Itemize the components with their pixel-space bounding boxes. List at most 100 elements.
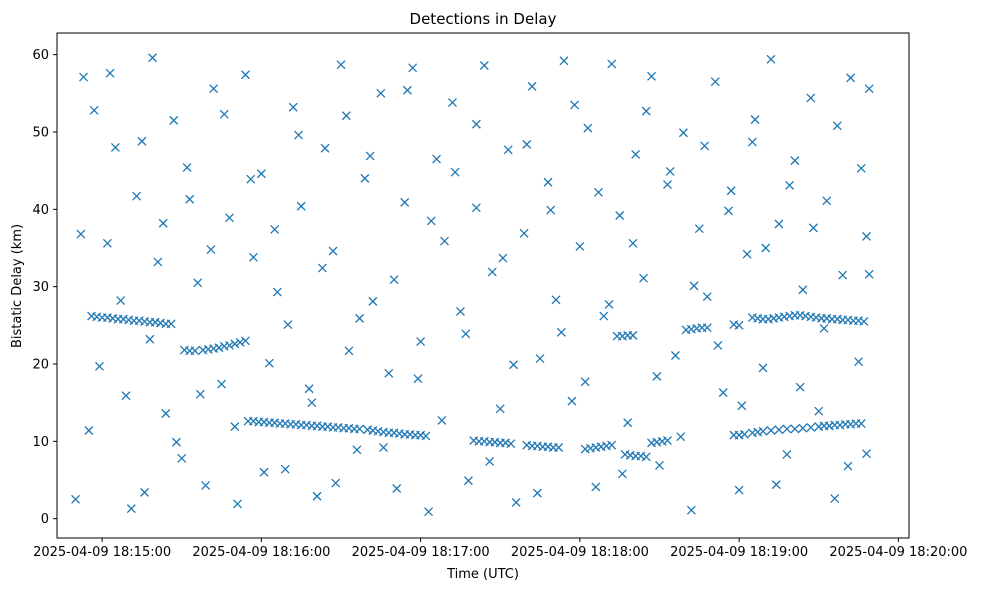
data-point [432, 154, 442, 164]
data-point [724, 206, 733, 216]
data-point [670, 351, 680, 360]
data-point [233, 499, 242, 509]
data-point [450, 167, 460, 177]
data-point [511, 497, 521, 507]
data-point [639, 273, 649, 283]
data-point [790, 156, 800, 166]
data-point [774, 425, 784, 435]
data-point [806, 93, 816, 103]
data-point [737, 401, 747, 411]
data-point [158, 218, 168, 228]
data-point [782, 424, 792, 434]
data-point [240, 70, 250, 80]
plot-area-frame [56, 32, 910, 539]
data-point [360, 173, 370, 183]
data-point [543, 177, 553, 187]
data-point [389, 275, 399, 285]
data-point [95, 361, 104, 371]
data-point [838, 270, 848, 280]
data-point [686, 505, 696, 515]
data-point [641, 106, 651, 116]
data-point [463, 476, 473, 486]
data-point [798, 285, 808, 295]
data-point [747, 137, 757, 147]
data-point [121, 391, 131, 401]
data-point [384, 368, 394, 378]
data-point [689, 281, 699, 291]
data-point [84, 426, 94, 435]
data-point [272, 287, 282, 297]
data-point [320, 143, 330, 153]
data-point [256, 169, 266, 179]
data-point [522, 139, 532, 149]
data-point [246, 174, 256, 184]
data-point [774, 219, 784, 229]
data-point [455, 306, 465, 316]
data-point [288, 102, 298, 112]
chart-title: Detections in Delay [410, 10, 557, 28]
data-point [71, 494, 81, 504]
y-tick-label: 50 [32, 125, 49, 140]
x-tick-label: 2025-04-09 18:19:00 [670, 545, 808, 560]
data-point [140, 487, 150, 497]
data-point [209, 84, 219, 94]
data-point [795, 382, 805, 392]
data-point [785, 180, 795, 190]
data-point [631, 149, 641, 159]
data-point [485, 456, 495, 466]
data-point [710, 77, 720, 87]
data-point [862, 231, 871, 241]
data-point [663, 180, 672, 190]
data-point [503, 145, 513, 155]
data-point [400, 197, 410, 207]
data-point [615, 211, 625, 220]
data-point [365, 151, 375, 161]
data-point [413, 374, 423, 384]
data-point [758, 426, 768, 436]
data-point [402, 85, 412, 95]
data-point [352, 445, 362, 455]
data-point [713, 340, 723, 350]
data-point [556, 327, 566, 337]
data-point [79, 72, 89, 82]
data-point [182, 163, 192, 173]
data-point [859, 317, 869, 326]
data-point [331, 478, 341, 488]
data-point [341, 111, 351, 121]
data-point [336, 60, 346, 70]
data-point [230, 422, 240, 432]
data-point [628, 238, 638, 248]
data-point [750, 115, 760, 125]
data-point [76, 229, 86, 239]
data-point [294, 130, 303, 140]
data-point [169, 115, 179, 125]
y-tick-label: 60 [32, 48, 49, 63]
data-point [116, 296, 126, 306]
data-point [702, 292, 712, 302]
x-tick-label: 2025-04-09 18:20:00 [829, 545, 967, 560]
data-point [264, 358, 274, 368]
data-point [830, 494, 840, 504]
data-point [89, 105, 99, 115]
scatter-points [71, 53, 874, 517]
data-point [782, 450, 792, 459]
data-point [408, 63, 418, 73]
x-tick-label: 2025-04-09 18:15:00 [33, 545, 171, 560]
data-point [185, 194, 195, 204]
data-point [376, 88, 386, 98]
x-tick-label: 2025-04-09 18:18:00 [511, 545, 649, 560]
data-point [148, 53, 158, 63]
data-point [448, 98, 457, 108]
y-tick-label: 40 [32, 203, 49, 218]
data-point [806, 422, 816, 432]
data-point [559, 56, 569, 66]
data-point [734, 485, 744, 495]
data-point [532, 488, 542, 498]
data-point [166, 319, 176, 329]
data-point [575, 241, 585, 251]
data-point [808, 223, 818, 233]
data-point [219, 109, 229, 119]
data-point [171, 437, 181, 447]
data-point [567, 396, 577, 406]
